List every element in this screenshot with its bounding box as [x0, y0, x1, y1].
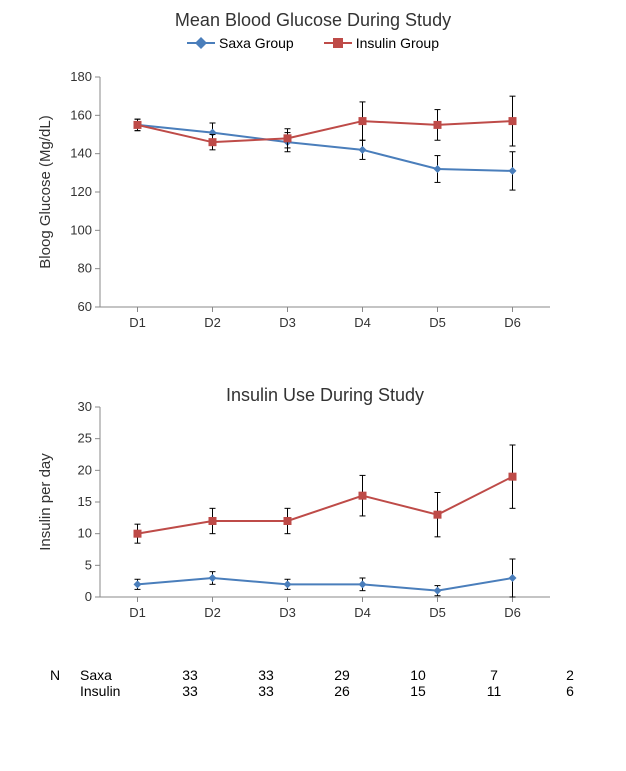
svg-text:10: 10	[78, 526, 92, 541]
n-cell: 29	[304, 667, 380, 683]
svg-text:D6: D6	[504, 315, 521, 330]
n-row-saxa-label: Saxa	[80, 667, 152, 683]
svg-text:D1: D1	[129, 605, 146, 620]
svg-text:D4: D4	[354, 315, 371, 330]
svg-text:Bloog Glucose (Mg/dL): Bloog Glucose (Mg/dL)	[37, 115, 54, 268]
svg-text:120: 120	[70, 184, 92, 199]
n-cell: 10	[380, 667, 456, 683]
legend-insulin: Insulin Group	[324, 35, 439, 51]
legend-saxa: Saxa Group	[187, 35, 294, 51]
n-cell: 15	[380, 683, 456, 699]
svg-text:D3: D3	[279, 605, 296, 620]
n-cell: 6	[532, 683, 608, 699]
n-cell: 33	[228, 683, 304, 699]
svg-text:100: 100	[70, 222, 92, 237]
svg-text:Insulin per day: Insulin per day	[37, 453, 54, 551]
n-cell: 2	[532, 667, 608, 683]
chart-glucose: Mean Blood Glucose During Study Saxa Gro…	[10, 10, 616, 367]
chart2-svg: 0 5 10 15 20 25 30 D1 D2 D3 D4 D5 D6 Insulin per day I…	[10, 377, 570, 657]
n-cell: 33	[152, 667, 228, 683]
svg-text:30: 30	[78, 399, 92, 414]
n-cell: 33	[152, 683, 228, 699]
n-table: N Saxa 33 33 29 10 7 2 Insulin 33 33 26 …	[50, 667, 616, 699]
svg-text:D5: D5	[429, 605, 446, 620]
svg-text:140: 140	[70, 146, 92, 161]
n-row-insulin-label: Insulin	[80, 683, 152, 699]
svg-text:80: 80	[78, 261, 92, 276]
svg-text:D5: D5	[429, 315, 446, 330]
n-cell: 7	[456, 667, 532, 683]
svg-text:15: 15	[78, 494, 92, 509]
svg-text:60: 60	[78, 299, 92, 314]
svg-text:180: 180	[70, 69, 92, 84]
svg-text:25: 25	[78, 431, 92, 446]
svg-text:Insulin Use During Study: Insulin Use During Study	[226, 385, 424, 405]
n-header: N	[50, 667, 80, 683]
chart-insulin: 0 5 10 15 20 25 30 D1 D2 D3 D4 D5 D6 Insulin per day I…	[10, 377, 616, 657]
n-cell: 33	[228, 667, 304, 683]
svg-text:0: 0	[85, 589, 92, 604]
legend-insulin-label: Insulin Group	[356, 35, 439, 51]
svg-text:D6: D6	[504, 605, 521, 620]
n-cell: 11	[456, 683, 532, 699]
svg-text:D2: D2	[204, 315, 221, 330]
n-cell: 26	[304, 683, 380, 699]
svg-text:D2: D2	[204, 605, 221, 620]
chart1-svg: 60 80 100 120 140 160 180 D1 D2 D3 D4 D5 D6 Bloog Glu…	[10, 57, 570, 367]
svg-text:20: 20	[78, 462, 92, 477]
legend-saxa-label: Saxa Group	[219, 35, 294, 51]
chart1-title: Mean Blood Glucose During Study	[10, 10, 616, 31]
svg-text:D4: D4	[354, 605, 371, 620]
legend: Saxa Group Insulin Group	[10, 35, 616, 51]
svg-text:5: 5	[85, 557, 92, 572]
svg-text:D1: D1	[129, 315, 146, 330]
svg-text:160: 160	[70, 107, 92, 122]
svg-text:D3: D3	[279, 315, 296, 330]
